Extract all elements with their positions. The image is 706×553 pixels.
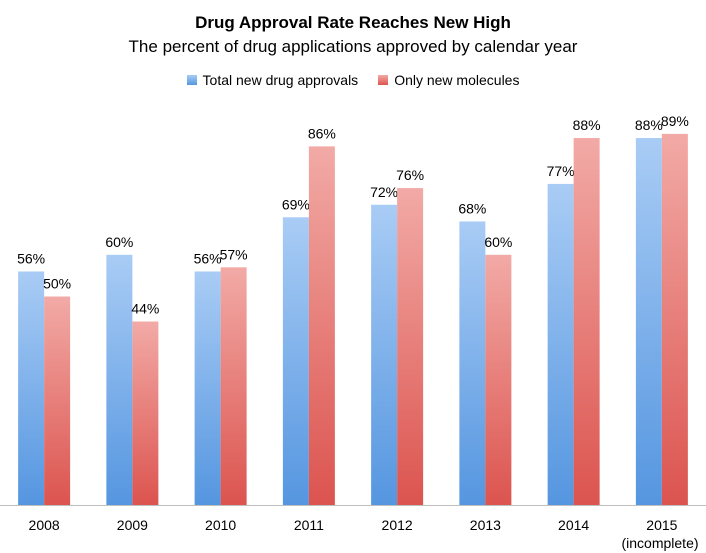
legend-label-total: Total new drug approvals [202,72,359,88]
bar-molecules-2015 [661,133,688,505]
bar-molecules-2010 [220,267,247,505]
data-label-molecules-2011: 86% [308,125,336,141]
data-label-molecules-2010: 57% [220,246,248,262]
x-tick-label-2008: 2008 [29,517,60,533]
x-tick-label-2009: 2009 [117,517,148,533]
bar-molecules-2014 [573,138,600,506]
bar-total-2010 [194,271,221,505]
data-label-molecules-2014: 88% [573,117,601,133]
bar-molecules-2012 [397,188,424,505]
data-label-total-2015: 88% [635,117,663,133]
x-tick-label-2014: 2014 [558,517,589,533]
chart-subtitle: The percent of drug applications approve… [128,37,578,56]
x-tick-sublabel-2015: (incomplete) [621,535,698,551]
bar-total-2015 [635,138,662,506]
x-tick-label-2012: 2012 [382,517,413,533]
legend-item-total: Total new drug approvals [186,72,359,88]
bar-molecules-2009 [132,321,159,505]
data-label-total-2011: 69% [282,196,310,212]
legend-item-molecules: Only new molecules [378,72,519,88]
chart-title: Drug Approval Rate Reaches New High [195,13,511,32]
data-label-total-2013: 68% [458,200,486,216]
legend-swatch-molecules [378,75,389,85]
bar-total-2014 [547,183,574,505]
data-label-molecules-2012: 76% [396,167,424,183]
data-label-molecules-2015: 89% [661,113,689,129]
legend: Total new drug approvals Only new molecu… [0,72,706,88]
bar-molecules-2008 [44,296,71,505]
data-label-total-2009: 60% [105,234,133,250]
data-label-molecules-2013: 60% [484,234,512,250]
bar-total-2008 [18,271,45,505]
bar-molecules-2013 [485,254,512,505]
x-tick-label-2010: 2010 [205,517,236,533]
bar-molecules-2011 [308,146,335,505]
bar-total-2013 [459,221,486,505]
bar-total-2012 [371,204,398,505]
data-label-total-2010: 56% [194,250,222,266]
data-label-molecules-2008: 50% [43,276,71,292]
x-tick-label-2015: 2015 [646,517,677,533]
x-tick-label-2011: 2011 [294,517,324,533]
legend-label-molecules: Only new molecules [394,72,520,88]
data-label-total-2008: 56% [17,250,45,266]
x-tick-label-2013: 2013 [470,517,501,533]
legend-swatch-total [186,75,197,85]
bar-total-2011 [282,217,309,505]
data-label-total-2012: 72% [370,184,398,200]
data-label-molecules-2009: 44% [131,301,159,317]
bar-total-2009 [106,254,133,505]
data-label-total-2014: 77% [547,163,575,179]
